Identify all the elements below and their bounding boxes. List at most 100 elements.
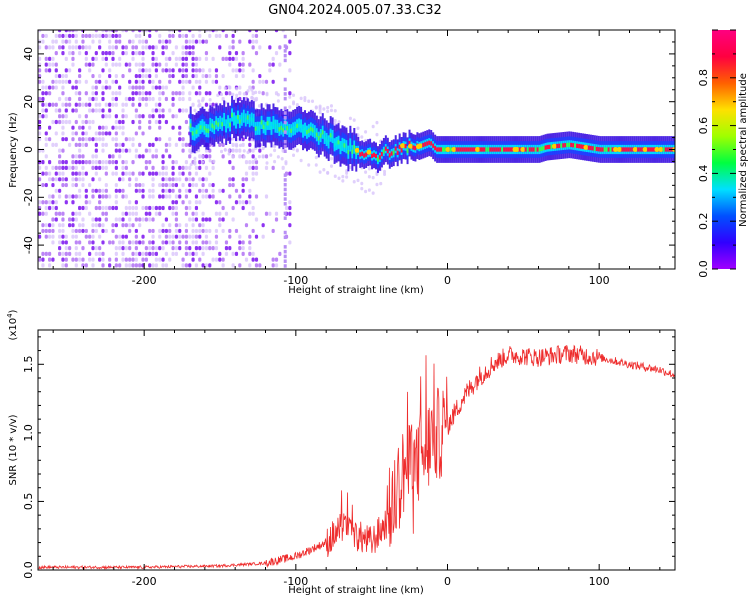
spectrogram-cell <box>309 126 312 132</box>
spectrogram-cell <box>422 142 425 148</box>
spectrogram-cell <box>161 182 165 188</box>
spectrogram-cell <box>221 56 225 61</box>
spectrogram-cell <box>311 128 314 133</box>
spectrogram-cell <box>54 171 58 176</box>
spectrogram-cell <box>238 154 242 159</box>
spectrogram-cell <box>151 194 155 199</box>
spectrogram-cell <box>248 200 252 205</box>
spectrogram-cell <box>114 160 118 165</box>
spectrogram-cell <box>234 51 239 56</box>
spectrogram-cell <box>58 246 62 251</box>
spectrogram-cell <box>91 62 95 67</box>
spectrogram-cell <box>375 182 379 187</box>
spectrogram-cell <box>221 30 225 33</box>
spectrogram-cell <box>273 159 277 164</box>
spectrogram-cell <box>583 144 589 150</box>
spectrogram-cell <box>88 211 92 216</box>
spectrogram-cell <box>84 79 88 84</box>
spectrogram-cell <box>191 68 195 73</box>
spectrogram-cell <box>184 188 189 193</box>
spectrogram-cell <box>138 30 142 33</box>
spectrogram-cell <box>101 194 105 199</box>
spectrogram-cell <box>148 45 152 50</box>
spectrogram-cell <box>400 143 406 149</box>
spectrogram-cell <box>244 160 249 165</box>
spectrogram-cell <box>184 228 189 234</box>
spectrogram-cell <box>161 240 165 245</box>
spectrogram-cell <box>154 45 158 50</box>
spectrogram-cell <box>295 103 299 107</box>
spectrogram-cell <box>104 131 108 136</box>
spectrogram-cell <box>118 125 122 130</box>
spectrogram-cell <box>283 106 287 110</box>
spectrogram-cell <box>51 119 55 125</box>
spectrogram-cell <box>257 90 261 95</box>
spectrogram-cell <box>71 223 75 228</box>
spectrogram-cell <box>148 30 152 33</box>
spectrogram-cell <box>248 251 252 256</box>
spectrogram-cell <box>371 191 375 195</box>
spectrogram-cell <box>288 128 291 133</box>
spectrogram-cell <box>154 263 158 268</box>
spectrogram-cell <box>128 205 132 211</box>
spectrogram-cell <box>118 263 122 268</box>
spectrogram-cell <box>148 91 152 96</box>
spectrogram-cell <box>201 73 205 79</box>
spectrogram-cell <box>91 246 95 251</box>
spectrogram-cell <box>194 234 199 239</box>
spectrogram-cell <box>184 142 189 148</box>
spectrogram-cell <box>221 122 224 127</box>
spectrogram-cell <box>191 234 195 239</box>
spectrogram-cell <box>178 188 182 193</box>
spectrogram-cell <box>61 234 65 239</box>
spectrogram-cell <box>327 139 330 145</box>
spectrogram-cell <box>64 257 68 262</box>
spectrogram-cell <box>251 148 255 153</box>
spectrogram-cell <box>71 85 75 90</box>
spectrogram-cell <box>61 223 65 228</box>
spectrogram-cell <box>164 148 168 153</box>
spectrogram-cell <box>101 85 105 90</box>
spectrogram-cell <box>121 30 125 33</box>
spectrogram-cell <box>214 211 219 216</box>
spectrogram-cell <box>61 148 65 153</box>
spectrogram-cell <box>41 33 45 39</box>
spectrogram-cell <box>264 126 267 131</box>
spectrogram-cell <box>141 45 145 50</box>
spectrogram-cell <box>54 62 58 67</box>
spectrogram-cell <box>104 114 108 119</box>
spectrogram-cell <box>161 205 165 211</box>
spectrogram-cell <box>627 147 630 152</box>
spectrogram-cell <box>440 147 443 152</box>
spectrogram-cell <box>254 30 259 33</box>
spectrogram-cell <box>58 45 62 50</box>
spectrogram-cell <box>365 152 368 157</box>
spectrogram-cell <box>134 45 138 50</box>
spectrogram-cell <box>283 130 287 134</box>
spectrogram-cell <box>241 240 245 245</box>
spectrogram-cell <box>38 30 42 33</box>
colorbar-tick-label: 0.4 <box>697 165 710 183</box>
spectrogram-cell <box>241 68 245 73</box>
spectrogram-cell <box>141 251 145 256</box>
spectrogram-cell <box>189 123 192 128</box>
spectrogram-cell <box>134 148 138 153</box>
spectrogram-cell <box>44 223 48 228</box>
spectrogram-cell <box>144 45 148 50</box>
spectrogram-cell <box>98 251 102 256</box>
spectrogram-cell <box>178 234 182 239</box>
spectrogram-cell <box>250 137 254 142</box>
spectrogram-cell <box>254 33 259 39</box>
spectrogram-cell <box>71 177 75 182</box>
spectrogram-cell <box>74 102 78 107</box>
spectrogram-cell <box>629 147 632 152</box>
spectrogram-cell <box>283 116 287 120</box>
spectrogram-cell <box>118 85 122 90</box>
spectrogram-cell <box>181 234 185 239</box>
spectrogram-cell <box>44 68 48 73</box>
spectrogram-cell <box>283 202 287 206</box>
spectrogram-cell <box>51 165 55 170</box>
spectrogram-cell <box>124 148 128 153</box>
spectrogram-cell <box>171 68 175 73</box>
